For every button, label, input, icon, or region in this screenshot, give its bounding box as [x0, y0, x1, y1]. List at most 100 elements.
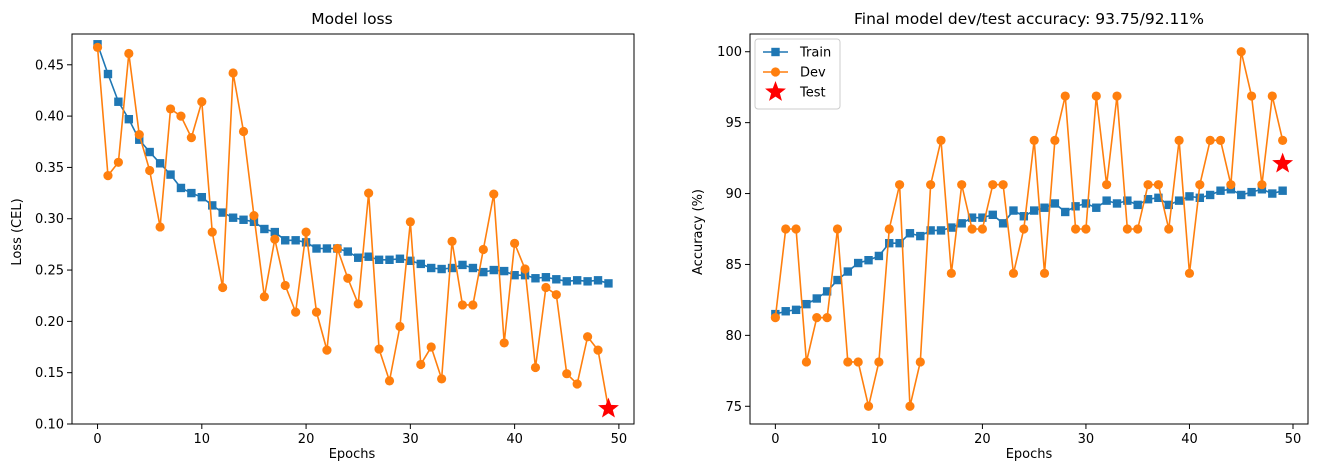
data-point	[1102, 180, 1112, 190]
data-point	[1164, 200, 1173, 210]
data-point	[249, 211, 259, 221]
data-point	[1184, 268, 1195, 278]
x-tick-label: 10	[194, 432, 211, 447]
series-test	[1272, 152, 1294, 173]
data-point	[458, 260, 467, 270]
data-point	[364, 188, 374, 198]
data-point	[301, 238, 311, 247]
data-point	[280, 280, 290, 291]
data-point	[1247, 187, 1256, 197]
data-point	[1050, 135, 1060, 145]
data-point	[905, 401, 915, 411]
data-point	[1019, 224, 1029, 234]
data-point	[155, 159, 165, 168]
data-point	[218, 282, 228, 293]
data-point	[843, 267, 853, 276]
data-point	[946, 268, 956, 278]
y-axis-label: Accuracy (%)	[691, 189, 706, 275]
data-point	[593, 276, 603, 285]
y-tick-label: 0.35	[35, 161, 64, 176]
data-point	[1164, 224, 1174, 234]
data-point	[967, 213, 977, 222]
data-point	[1185, 192, 1194, 201]
data-point	[802, 299, 811, 309]
data-point	[406, 256, 415, 266]
data-point	[1040, 203, 1049, 212]
x-tick-label: 30	[1078, 432, 1095, 447]
data-point	[843, 357, 853, 367]
data-point	[583, 332, 593, 342]
data-point	[832, 224, 843, 234]
data-point	[572, 276, 582, 285]
data-point	[833, 275, 842, 285]
y-tick-label: 0.25	[35, 264, 64, 279]
data-point	[353, 299, 363, 309]
data-point	[520, 264, 530, 274]
data-point	[1102, 196, 1111, 205]
x-tick-label: 0	[93, 432, 101, 447]
data-point	[957, 219, 966, 228]
data-point	[781, 224, 791, 234]
data-point	[1112, 91, 1122, 101]
data-point	[124, 114, 134, 124]
data-point	[1133, 224, 1143, 234]
series-test	[597, 397, 619, 418]
data-point	[260, 224, 269, 234]
data-point	[166, 170, 175, 179]
data-point	[1029, 135, 1039, 145]
data-point	[416, 359, 426, 370]
series-train	[771, 185, 1287, 319]
data-point	[801, 357, 812, 367]
data-point	[135, 135, 144, 144]
data-point	[1133, 200, 1142, 210]
data-point	[385, 255, 394, 264]
data-point	[218, 208, 227, 217]
data-point	[1009, 206, 1018, 215]
data-point	[1267, 91, 1277, 101]
data-point	[364, 252, 373, 261]
loss-chart: Model loss Epochs Loss (CEL) 0 10 20 30 40 50…	[10, 10, 635, 462]
data-point	[781, 307, 790, 316]
data-point	[1143, 180, 1153, 190]
data-point	[1268, 189, 1277, 198]
data-point	[1112, 199, 1122, 208]
data-point	[478, 244, 488, 255]
data-point	[124, 48, 134, 59]
accuracy-chart: Final model dev/test accuracy: 93.75/92.…	[691, 10, 1309, 462]
data-point	[332, 243, 342, 254]
data-point	[426, 342, 436, 352]
data-point	[1215, 135, 1226, 145]
legend-marker	[771, 47, 780, 57]
data-point	[977, 224, 988, 234]
data-point	[915, 357, 925, 367]
data-point	[437, 374, 447, 384]
data-point	[165, 104, 176, 114]
data-point	[530, 362, 541, 373]
data-point	[998, 180, 1008, 190]
data-point	[343, 273, 353, 283]
x-tick-label: 0	[771, 432, 779, 447]
data-point	[988, 210, 997, 220]
data-point	[874, 251, 884, 261]
data-point	[447, 236, 457, 246]
data-point	[583, 277, 592, 286]
y-tick-label: 0.45	[35, 58, 64, 73]
data-point	[354, 253, 363, 262]
data-point	[572, 379, 582, 389]
x-tick-label: 20	[974, 432, 991, 447]
y-axis-label: Loss (CEL)	[10, 198, 25, 265]
data-point	[281, 236, 290, 245]
data-point	[259, 292, 269, 302]
legend-label: Train	[799, 46, 831, 61]
data-point	[489, 265, 498, 275]
data-point	[1174, 196, 1184, 205]
data-point	[770, 313, 780, 323]
data-point	[208, 201, 217, 210]
data-point	[499, 266, 509, 276]
y-tick-label: 90	[725, 187, 742, 202]
data-point	[1081, 224, 1091, 234]
data-point	[978, 213, 987, 222]
data-point	[885, 238, 894, 248]
data-point	[988, 180, 998, 190]
